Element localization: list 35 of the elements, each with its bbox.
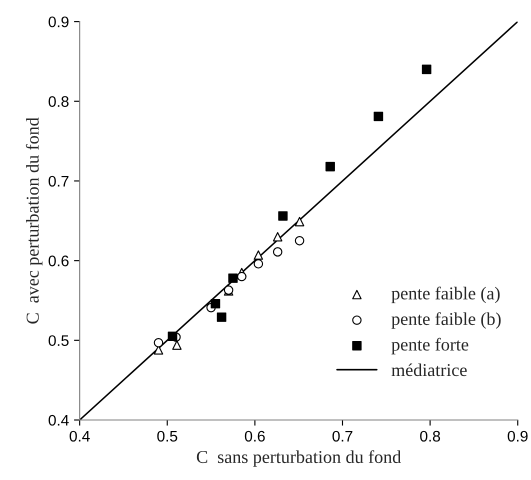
y-tick-label: 0.7	[48, 176, 68, 187]
point	[216, 312, 226, 322]
x-tick-label: 0.9	[508, 430, 528, 442]
point	[272, 232, 282, 242]
legend-label: pente faible (b)	[391, 312, 501, 329]
x-axis-title: C sans perturbation du fond	[196, 450, 402, 467]
point	[294, 236, 304, 246]
point	[294, 216, 304, 226]
point	[172, 340, 182, 350]
x-tick-label: 0.8	[420, 430, 440, 442]
y-tick-label: 0.8	[48, 96, 69, 107]
point	[374, 112, 384, 122]
point	[210, 298, 220, 308]
legend-label: pente forte	[391, 338, 468, 354]
y-tick-label: 0.9	[48, 16, 69, 28]
point	[237, 272, 246, 282]
x-tick-label: 0.7	[332, 430, 352, 442]
x-tick-label: 0.6	[244, 430, 265, 442]
point	[254, 259, 264, 269]
y-tick-label: 0.5	[48, 335, 69, 346]
point	[272, 247, 282, 257]
legend-label: médiatrice	[392, 363, 467, 376]
legend-label: pente faible (a)	[391, 286, 500, 304]
point	[154, 338, 164, 348]
y-tick-label: 0.4	[48, 414, 69, 426]
point	[326, 162, 335, 172]
point	[422, 64, 432, 74]
point	[228, 273, 238, 283]
x-tick-label: 0.4	[70, 430, 90, 442]
point	[254, 250, 264, 260]
y-tick-label: 0.6	[48, 256, 69, 266]
point	[278, 211, 288, 221]
point	[168, 332, 178, 342]
y-axis-title: C avec perturbation du fond	[26, 117, 42, 324]
x-tick-label: 0.5	[157, 430, 178, 442]
